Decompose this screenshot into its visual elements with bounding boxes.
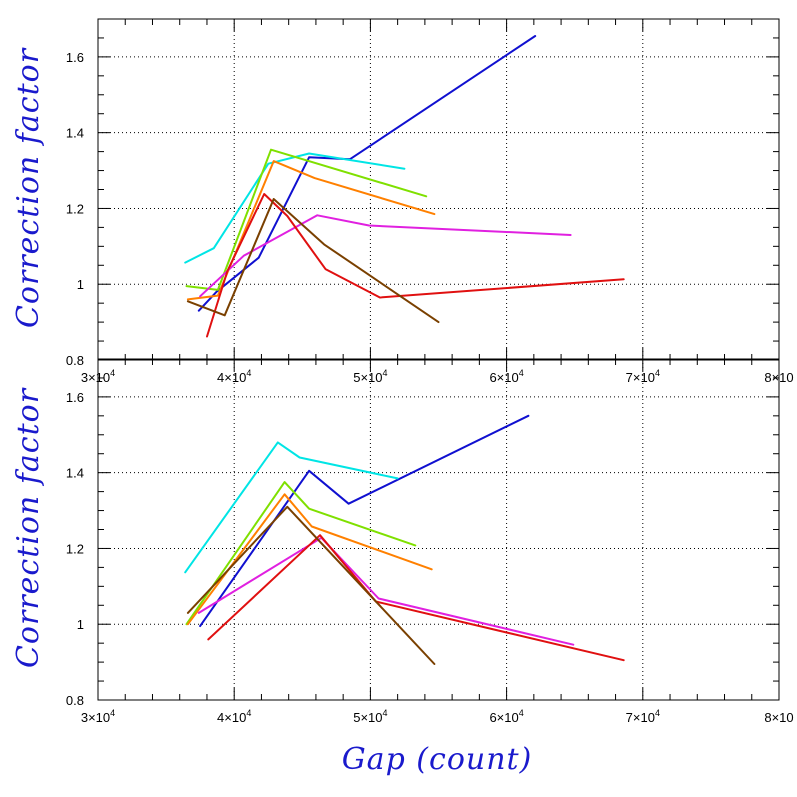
x-tick-label-top: 4×104 — [217, 368, 251, 385]
x-axis-title: Gap (count) — [342, 742, 533, 777]
series-line-top-7 — [186, 198, 440, 324]
series-line-bottom-3 — [185, 481, 417, 626]
series-line-top-1 — [197, 35, 537, 312]
series-line-top-5 — [199, 214, 572, 298]
series-line-bottom-5 — [197, 536, 575, 646]
x-tick-label-top: 7×104 — [626, 368, 660, 385]
series-line-bottom-4 — [186, 493, 433, 626]
chart-panel-bottom: 3×104 4×104 5×104 6×104 7×104 8×10 0.8 1 1.2 1.4 1… — [66, 358, 794, 725]
y-tick-label-bottom: 1.6 — [66, 390, 84, 405]
x-tick-label-bottom: 6×104 — [489, 708, 523, 725]
y-tick-label-top: 1.6 — [66, 50, 84, 65]
y-tick-label-top: 1.2 — [66, 201, 84, 216]
x-tick-label-top: 5×104 — [353, 368, 387, 385]
series-line-bottom-1 — [199, 414, 530, 628]
y-tick-label-bottom: 1.2 — [66, 541, 84, 556]
chart-panel-top: 3×104 4×104 5×104 6×104 7×104 8×100.811.21.41… — [66, 18, 794, 385]
series-line-bottom-2 — [184, 441, 399, 574]
y-tick-label-bottom: 1 — [77, 617, 84, 632]
x-tick-label-bottom: 3×104 — [81, 708, 115, 725]
x-tick-label-bottom: 4×104 — [217, 708, 251, 725]
y-tick-label-top: 1 — [77, 277, 84, 292]
x-tick-label-bottom: 8×10 — [764, 710, 793, 725]
y-axis-title-top: Correction factor — [11, 47, 46, 328]
y-tick-label-top: 0.8 — [66, 353, 84, 368]
plot-frame-top — [97, 18, 780, 361]
series-line-bottom-7 — [186, 505, 436, 665]
y-tick-label-top: 1.4 — [66, 126, 84, 141]
series-line-top-6 — [206, 193, 625, 338]
y-tick-label-bottom: 0.8 — [66, 693, 84, 708]
series-line-top-3 — [185, 148, 428, 291]
x-tick-label-bottom: 5×104 — [353, 708, 387, 725]
x-tick-label-top: 3×104 — [81, 368, 115, 385]
series-line-bottom-6 — [207, 534, 625, 662]
y-axis-title-bottom: Correction factor — [11, 387, 46, 668]
x-tick-label-top: 6×104 — [489, 368, 523, 385]
y-tick-label-bottom: 1.4 — [66, 466, 84, 481]
series-line-top-2 — [184, 152, 406, 264]
x-tick-label-bottom: 7×104 — [626, 708, 660, 725]
plot-frame-bottom — [97, 358, 780, 701]
series-line-top-4 — [186, 160, 436, 301]
